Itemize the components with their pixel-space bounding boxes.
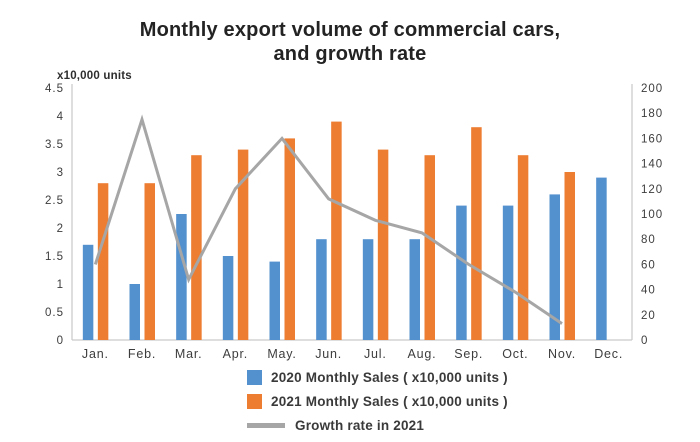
bar-2021-feb bbox=[144, 183, 155, 340]
right-axis-tick-label: 140 bbox=[641, 159, 663, 171]
right-axis-tick-label: 40 bbox=[641, 285, 656, 297]
bar-2021-sep bbox=[471, 127, 482, 340]
chart-title: Monthly export volume of commercial cars… bbox=[0, 18, 700, 66]
legend-item-growth-rate: Growth rate in 2021 bbox=[247, 416, 508, 434]
x-axis-label-apr: Apr. bbox=[223, 347, 248, 361]
right-axis-tick-label: 60 bbox=[641, 259, 656, 271]
left-axis-tick-label: 3 bbox=[57, 167, 64, 179]
left-axis-tick-label: 1.5 bbox=[45, 251, 64, 263]
right-axis-tick-label: 80 bbox=[641, 234, 656, 246]
legend-swatch-2020-icon bbox=[247, 369, 262, 385]
bar-2021-aug bbox=[424, 155, 435, 340]
left-axis-tick-label: 4.5 bbox=[45, 83, 64, 95]
bar-2020-mar bbox=[176, 214, 187, 340]
legend-label-growth: Growth rate in 2021 bbox=[295, 417, 425, 433]
bar-2020-sep bbox=[456, 205, 467, 340]
bar-2020-nov bbox=[549, 194, 560, 340]
x-axis-label-dec: Dec. bbox=[594, 347, 623, 361]
x-axis-label-jan: Jan. bbox=[82, 347, 109, 361]
bar-2021-jul bbox=[377, 149, 389, 340]
left-axis-tick-label: 2 bbox=[57, 223, 64, 235]
left-axis-tick-label: 0 bbox=[57, 335, 64, 347]
bar-2021-apr bbox=[237, 149, 249, 340]
left-axis-tick-label: 1 bbox=[57, 279, 64, 291]
chart-title-line1: Monthly export volume of commercial cars… bbox=[139, 19, 561, 41]
bar-2021-oct bbox=[517, 155, 529, 340]
right-axis-tick-label: 180 bbox=[641, 108, 663, 120]
legend-line-marker-icon bbox=[247, 422, 285, 428]
x-axis-label-sep: Sep. bbox=[454, 347, 483, 361]
right-axis-tick-label: 0 bbox=[641, 335, 648, 347]
right-axis-tick-label: 160 bbox=[641, 133, 663, 145]
right-axis-tick-label: 20 bbox=[641, 310, 656, 322]
x-axis-label-aug: Aug. bbox=[408, 347, 437, 361]
bar-2020-jul bbox=[362, 239, 374, 340]
bar-2021-may bbox=[284, 138, 295, 340]
right-axis-tick-label: 200 bbox=[641, 83, 663, 95]
x-axis-label-jul: Jul. bbox=[364, 347, 387, 361]
left-axis-tick-label: 4 bbox=[57, 111, 64, 123]
legend-label-2020: 2020 Monthly Sales ( x10,000 units ) bbox=[271, 369, 508, 385]
x-axis-label-nov: Nov. bbox=[548, 347, 576, 361]
left-axis-tick-label: 2.5 bbox=[45, 195, 64, 207]
left-axis-tick-label: 3.5 bbox=[45, 139, 64, 151]
x-axis-label-may: May. bbox=[267, 347, 296, 361]
bar-2020-apr bbox=[222, 256, 234, 340]
x-axis-label-jun: Jun. bbox=[315, 347, 342, 361]
growth-rate-line bbox=[93, 114, 563, 325]
bar-2020-oct bbox=[502, 205, 514, 340]
right-axis-tick-label: 120 bbox=[641, 184, 663, 196]
bar-2020-feb bbox=[129, 284, 140, 340]
left-axis-unit-label: x10,000 units bbox=[57, 70, 132, 82]
bar-2020-may bbox=[269, 261, 280, 340]
bar-2020-dec bbox=[596, 177, 607, 340]
x-axis-label-oct: Oct. bbox=[502, 347, 528, 361]
bar-2021-jan bbox=[97, 183, 109, 340]
bar-2020-jan bbox=[82, 244, 94, 340]
chart-title-line2: and growth rate bbox=[273, 43, 427, 65]
bar-2020-jun bbox=[316, 239, 327, 340]
bar-2020-aug bbox=[409, 239, 420, 340]
bar-2021-jun bbox=[331, 121, 342, 340]
x-axis-label-feb: Feb. bbox=[128, 347, 156, 361]
right-axis-tick-label: 100 bbox=[641, 209, 663, 221]
bar-2021-mar bbox=[191, 155, 202, 340]
legend-swatch-2021-icon bbox=[247, 393, 262, 409]
x-axis-label-mar: Mar. bbox=[175, 347, 203, 361]
legend-item-2020-sales: 2020 Monthly Sales ( x10,000 units ) bbox=[247, 368, 508, 386]
bar-2021-nov bbox=[564, 172, 575, 340]
chart-legend: 2020 Monthly Sales ( x10,000 units ) 202… bbox=[247, 368, 508, 434]
legend-label-2021: 2021 Monthly Sales ( x10,000 units ) bbox=[271, 393, 508, 409]
legend-item-2021-sales: 2021 Monthly Sales ( x10,000 units ) bbox=[247, 392, 508, 410]
left-axis-tick-label: 0.5 bbox=[45, 307, 64, 319]
